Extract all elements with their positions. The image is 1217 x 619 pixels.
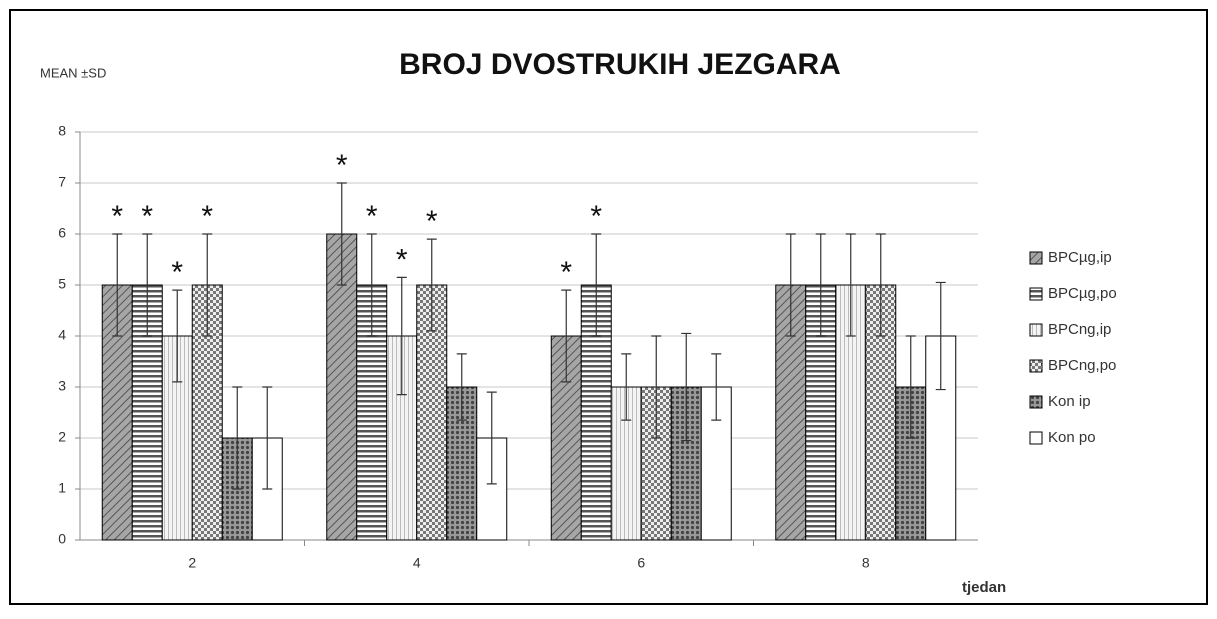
legend-swatch (1029, 395, 1043, 409)
x-tick-label: 8 (862, 555, 870, 571)
error-bar (561, 289, 572, 383)
significance-mark: * (590, 200, 602, 233)
x-tick-label: 2 (188, 555, 196, 571)
legend-label: Kon po (1048, 429, 1096, 446)
legend-label: BPCµg,ip (1048, 249, 1112, 266)
y-tick-label: 1 (58, 480, 66, 496)
legend-swatch (1029, 323, 1043, 337)
y-tick-label: 4 (58, 327, 66, 343)
legend-label: BPCµg,po (1048, 285, 1117, 302)
error-bar (875, 233, 886, 337)
error-bar (591, 233, 602, 337)
bar (326, 233, 358, 541)
y-tick-label: 0 (58, 531, 66, 547)
significance-mark: * (111, 200, 123, 233)
x-tick-label: 4 (413, 555, 421, 571)
error-bar (651, 335, 662, 439)
bar (446, 386, 478, 541)
y-tick-label: 6 (58, 225, 66, 241)
error-bar (935, 281, 946, 391)
y-axis-label: MEAN ±SD (40, 65, 106, 80)
significance-mark: * (396, 243, 408, 276)
error-bar (486, 391, 497, 485)
significance-mark: * (366, 200, 378, 233)
error-bar (262, 386, 273, 490)
significance-mark: * (171, 256, 183, 289)
chart-title: BROJ DVOSTRUKIH JEZGARA (399, 48, 841, 81)
error-bar (426, 238, 437, 332)
y-tick-label: 3 (58, 378, 66, 394)
error-bar (815, 233, 826, 337)
legend-label: BPCng,ip (1048, 321, 1111, 338)
legend-label: BPCng,po (1048, 357, 1116, 374)
error-bar (785, 233, 796, 337)
y-tick-label: 8 (58, 123, 66, 139)
x-axis-label: tjedan (962, 579, 1006, 596)
error-bar (396, 276, 407, 396)
x-tick-label: 6 (637, 555, 645, 571)
error-bar (366, 233, 377, 337)
legend-label: Kon ip (1048, 393, 1091, 410)
error-bar (905, 335, 916, 439)
y-tick-label: 7 (58, 174, 66, 190)
significance-mark: * (560, 256, 572, 289)
legend-swatch (1029, 359, 1043, 373)
error-bar (621, 353, 632, 421)
legend-swatch (1029, 287, 1043, 301)
y-tick-label: 2 (58, 429, 66, 445)
legend-swatch (1029, 431, 1043, 445)
error-bar (172, 289, 183, 383)
error-bar (681, 332, 692, 442)
error-bar (112, 233, 123, 337)
error-bar (232, 386, 243, 490)
error-bar (142, 233, 153, 337)
error-bar (845, 233, 856, 337)
y-tick-label: 5 (58, 276, 66, 292)
significance-mark: * (201, 200, 213, 233)
significance-mark: * (336, 149, 348, 182)
error-bar (456, 353, 467, 421)
error-bar (711, 353, 722, 421)
error-bar (336, 182, 347, 286)
significance-mark: * (141, 200, 153, 233)
legend-swatch (1029, 251, 1043, 265)
error-bar (202, 233, 213, 337)
significance-mark: * (426, 205, 438, 238)
